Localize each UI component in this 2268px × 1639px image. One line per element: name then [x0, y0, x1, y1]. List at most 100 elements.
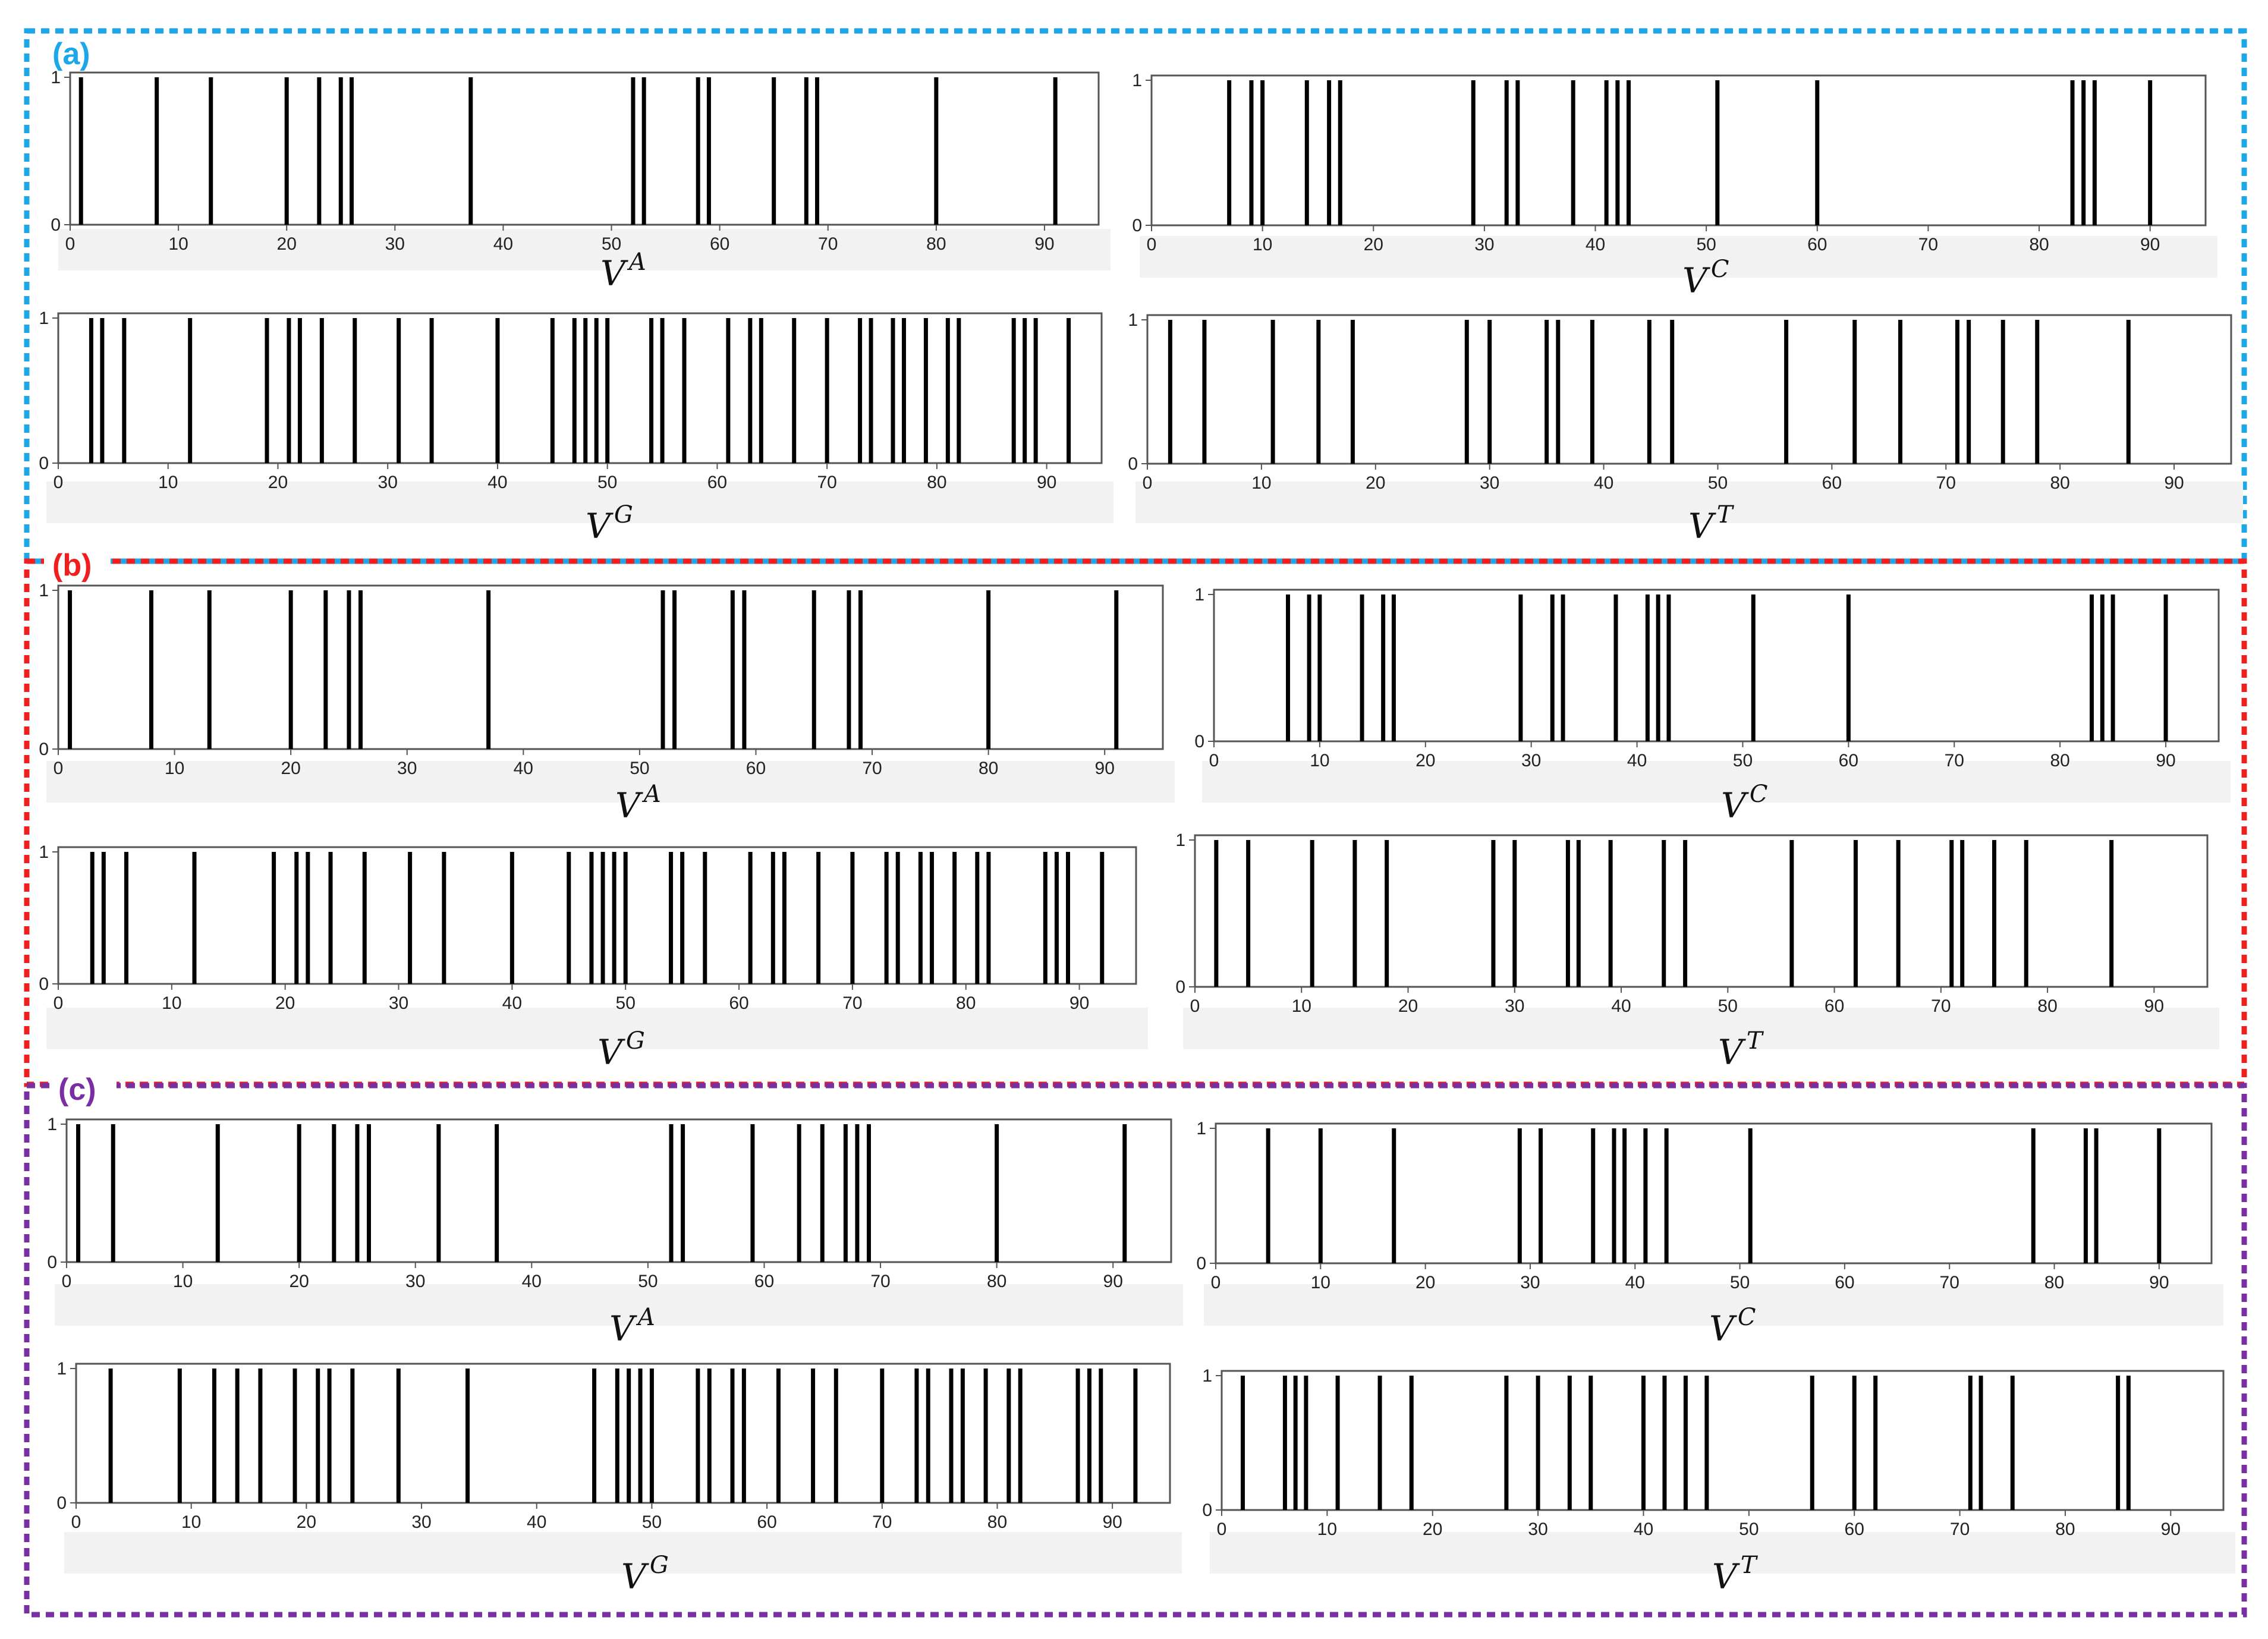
y-tick-label: 1: [39, 581, 49, 600]
y-tick-label: 0: [1128, 454, 1138, 474]
x-tick-label: 80: [2037, 996, 2057, 1016]
y-tick-label: 1: [1132, 71, 1142, 90]
x-tick-label: 40: [493, 234, 513, 254]
x-tick-label: 40: [1611, 996, 1631, 1016]
y-tick-label: 1: [1196, 1119, 1206, 1138]
x-tick-label: 40: [502, 993, 522, 1013]
x-tick-label: 30: [1528, 1520, 1547, 1539]
x-tick-label: 50: [1718, 996, 1738, 1016]
x-tick-label: 40: [522, 1272, 542, 1291]
x-tick-label: 10: [1317, 1520, 1337, 1539]
x-tick-label: 70: [1931, 996, 1951, 1016]
x-tick-label: 40: [1625, 1273, 1645, 1292]
x-tick-label: 0: [1147, 235, 1157, 254]
x-tick-label: 10: [165, 759, 184, 778]
x-tick-label: 0: [1190, 996, 1200, 1016]
x-tick-label: 60: [1839, 751, 1858, 770]
x-tick-label: 90: [1034, 234, 1054, 254]
y-tick-label: 0: [39, 740, 49, 759]
x-tick-label: 40: [1586, 235, 1605, 254]
x-tick-label: 80: [926, 234, 946, 254]
x-tick-label: 50: [1739, 1520, 1759, 1539]
caption-strip: [46, 761, 1175, 803]
plot-frame: [1150, 74, 2207, 226]
y-tick-label: 0: [51, 215, 61, 235]
plot-frame: [57, 312, 1103, 464]
y-tick-label: 0: [1132, 216, 1142, 235]
x-tick-label: 80: [927, 473, 946, 492]
x-tick-label: 20: [275, 993, 295, 1013]
x-tick-label: 30: [405, 1272, 425, 1291]
x-tick-label: 60: [1845, 1520, 1864, 1539]
series-caption-superscript: G: [650, 1552, 669, 1579]
caption-strip: [46, 482, 1113, 523]
y-tick-label: 1: [51, 68, 61, 87]
x-tick-label: 50: [616, 993, 636, 1013]
x-tick-label: 50: [630, 759, 649, 778]
x-tick-label: 80: [956, 993, 976, 1013]
x-tick-label: 40: [1594, 473, 1613, 493]
x-tick-label: 70: [870, 1272, 890, 1291]
y-tick-label: 1: [1202, 1366, 1212, 1386]
y-tick-label: 0: [56, 1493, 67, 1513]
caption-strip: [1183, 1008, 2219, 1049]
x-tick-label: 60: [1822, 473, 1842, 493]
caption-strip: [55, 1284, 1183, 1326]
x-tick-label: 0: [1217, 1520, 1227, 1539]
sequence-bar-chart: 0 10 20 30 40 50 60 70 80 90 0 1 V C: [1194, 585, 2231, 826]
x-tick-label: 90: [2161, 1520, 2181, 1539]
plot-frame: [1213, 589, 2220, 743]
caption-strip: [1204, 1284, 2223, 1326]
x-tick-label: 60: [707, 473, 727, 492]
sequence-bar-chart: 0 10 20 30 40 50 60 70 80 90 0 1 V T: [1128, 310, 2243, 546]
y-tick-label: 0: [39, 974, 49, 994]
panel-label-backdrop: [44, 36, 111, 74]
x-tick-label: 90: [1103, 1272, 1123, 1291]
x-tick-label: 0: [71, 1512, 81, 1532]
x-tick-label: 70: [1918, 235, 1938, 254]
x-tick-label: 40: [1634, 1520, 1653, 1539]
y-tick-label: 0: [1175, 977, 1185, 997]
x-tick-label: 20: [1415, 751, 1435, 770]
x-tick-label: 90: [2149, 1273, 2169, 1292]
series-caption-superscript: C: [1738, 1304, 1756, 1331]
x-tick-label: 0: [62, 1272, 72, 1291]
x-tick-label: 60: [1835, 1273, 1854, 1292]
x-tick-label: 30: [1521, 751, 1541, 770]
series-caption-superscript: T: [1747, 1027, 1764, 1055]
x-tick-label: 0: [1143, 473, 1153, 493]
x-tick-label: 30: [1520, 1273, 1540, 1292]
x-tick-label: 60: [1807, 235, 1827, 254]
panel-label-backdrop: [50, 1071, 117, 1109]
y-tick-label: 0: [47, 1253, 57, 1272]
y-tick-label: 1: [1175, 830, 1185, 850]
x-tick-label: 0: [54, 759, 64, 778]
plot-frame: [57, 846, 1137, 985]
x-tick-label: 90: [2144, 996, 2164, 1016]
sequence-bar-chart: 0 10 20 30 40 50 60 70 80 90 0 1 V A: [39, 581, 1175, 826]
x-tick-label: 80: [979, 759, 998, 778]
panel-label-backdrop: [44, 547, 111, 585]
x-tick-label: 30: [385, 234, 405, 254]
x-tick-label: 90: [1102, 1512, 1122, 1532]
series-caption-superscript: A: [627, 248, 646, 276]
x-tick-label: 80: [2050, 473, 2069, 493]
x-tick-label: 30: [397, 759, 417, 778]
x-tick-label: 50: [1730, 1273, 1750, 1292]
plot-frame: [65, 1118, 1172, 1263]
x-tick-label: 70: [1950, 1520, 1970, 1539]
caption-strip: [1135, 482, 2243, 523]
panel-frame: [24, 1083, 2247, 1618]
y-tick-label: 1: [1128, 310, 1138, 330]
x-tick-label: 50: [1733, 751, 1753, 770]
x-tick-label: 30: [378, 473, 398, 492]
caption-strip: [1202, 761, 2231, 803]
sequence-bar-chart: 0 10 20 30 40 50 60 70 80 90 0 1 V C: [1196, 1119, 2223, 1349]
panel-frame: [24, 28, 2247, 564]
sequence-bar-chart: 0 10 20 30 40 50 60 70 80 90 0 1 V A: [47, 1115, 1183, 1349]
